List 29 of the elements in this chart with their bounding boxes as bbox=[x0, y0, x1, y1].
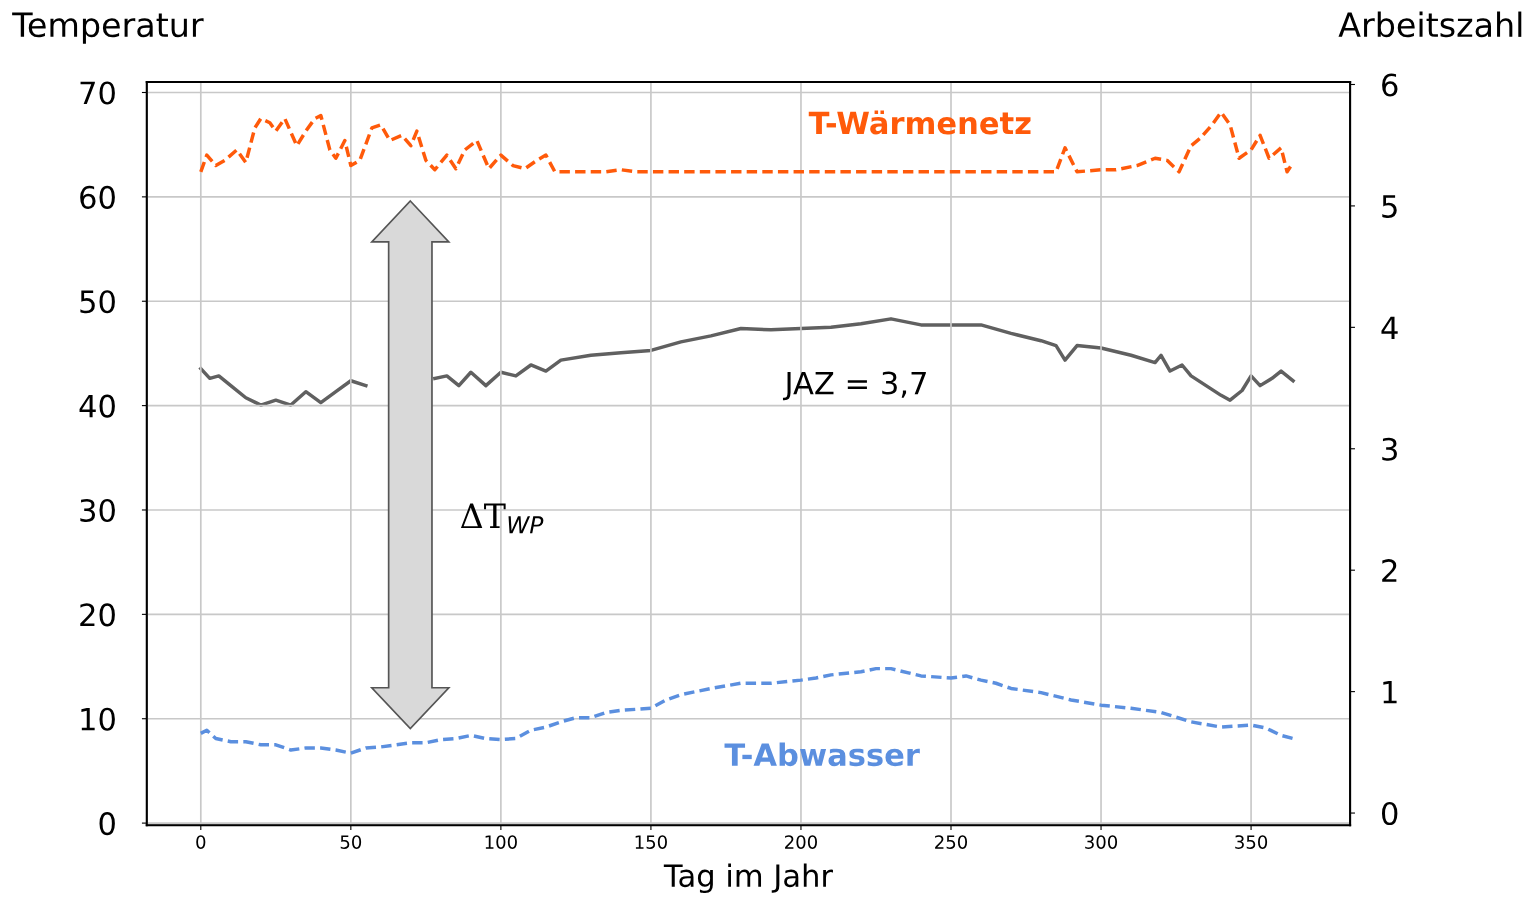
x-tick-label: 100 bbox=[485, 835, 517, 849]
y-tick-label: 30 bbox=[80, 498, 115, 523]
y2-tick-label: 4 bbox=[1381, 316, 1398, 339]
series-label: T-Wärmenetz bbox=[808, 110, 1031, 135]
y2-tick-label: 0 bbox=[1381, 801, 1398, 826]
x-axis-title: Tag im Jahr bbox=[663, 863, 833, 894]
y-tick-label: 70 bbox=[80, 81, 115, 105]
annotation: JAZ = 3,7 bbox=[782, 371, 926, 401]
x-tick-label: 250 bbox=[935, 835, 968, 849]
x-tick-label: 150 bbox=[635, 835, 667, 849]
x-tick-label: 350 bbox=[1235, 835, 1268, 849]
y2-tick-label: 6 bbox=[1382, 73, 1398, 97]
series-label: T-Abwasser bbox=[724, 742, 920, 767]
x-tick-label: 50 bbox=[340, 835, 362, 849]
y-axis-title: Temperatur bbox=[12, 12, 204, 44]
x-tick-label: 200 bbox=[785, 835, 817, 849]
y2-tick-label: 3 bbox=[1382, 437, 1397, 461]
y-tick-label: 60 bbox=[80, 185, 115, 209]
y-tick-label: 50 bbox=[80, 290, 115, 314]
y-tick-label: 10 bbox=[81, 707, 115, 731]
y-tick-label: 40 bbox=[79, 394, 115, 418]
y2-tick-label: 5 bbox=[1382, 195, 1397, 218]
y2-axis-title: Arbeitszahl bbox=[1338, 11, 1522, 38]
annotation: ΔT$_{WP}$ bbox=[460, 503, 544, 534]
y2-tick-label: 1 bbox=[1383, 680, 1397, 704]
x-tick-label: 0 bbox=[196, 835, 206, 849]
y2-tick-label: 2 bbox=[1382, 559, 1397, 582]
x-tick-label: 300 bbox=[1085, 835, 1118, 849]
y-tick-label: 20 bbox=[80, 603, 115, 627]
